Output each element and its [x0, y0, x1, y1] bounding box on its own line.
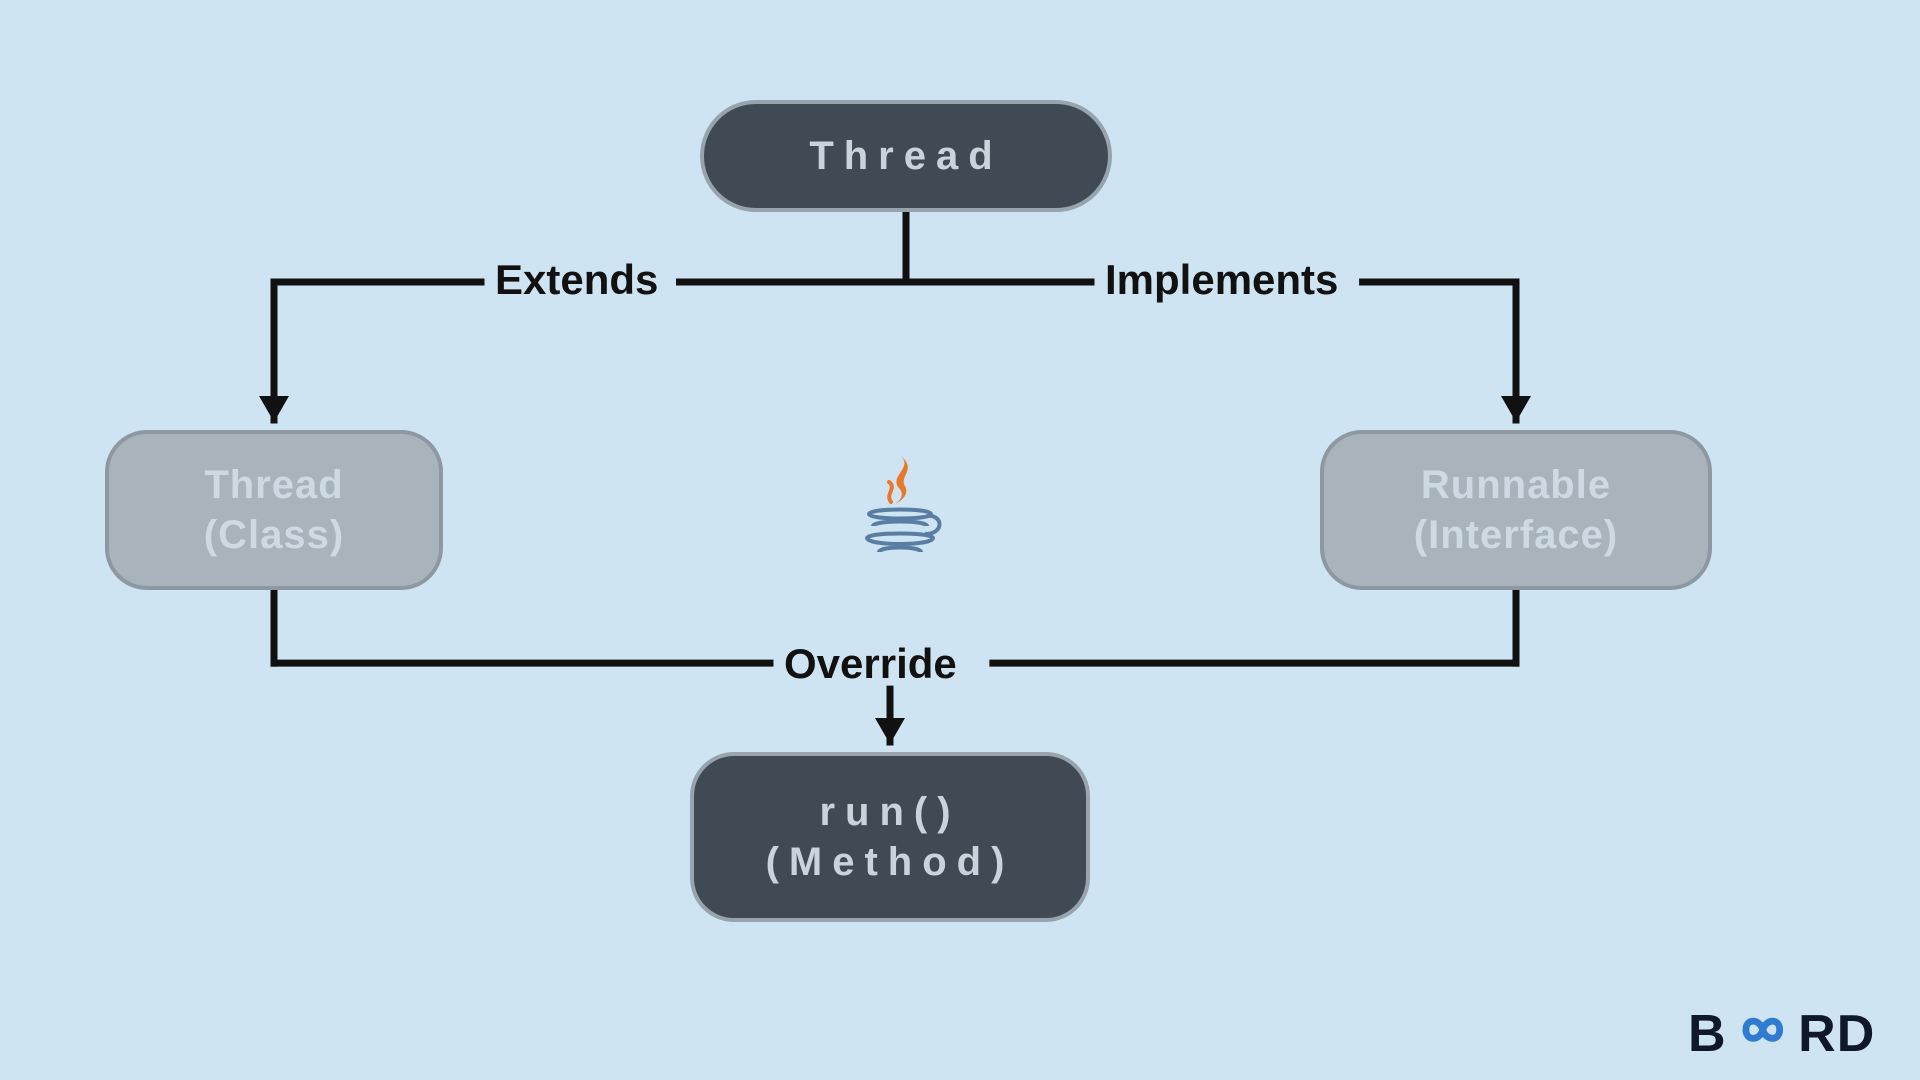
edge-label-override: Override	[784, 640, 957, 688]
node-runnable-interface: Runnable (Interface)	[1320, 430, 1712, 590]
node-thread: Thread	[700, 100, 1112, 212]
node-thread-label: Thread	[809, 131, 1002, 181]
infinity-icon	[1729, 1004, 1797, 1064]
node-runnable-title: Runnable	[1421, 460, 1611, 510]
brand-text-left: B	[1688, 1004, 1727, 1064]
node-run-method: run() (Method)	[690, 752, 1090, 922]
edge-label-implements: Implements	[1105, 256, 1338, 304]
brand-logo: B RD	[1688, 1004, 1875, 1064]
node-runnable-sub: (Interface)	[1414, 510, 1618, 560]
node-thread-class-title: Thread	[204, 460, 343, 510]
diagram-stage: Thread Thread (Class) Runnable (Interfac…	[0, 0, 1920, 1080]
diagram-canvas: Thread Thread (Class) Runnable (Interfac…	[0, 0, 1920, 1080]
node-run-title: run()	[819, 787, 960, 837]
brand-text-right: RD	[1798, 1004, 1875, 1064]
node-thread-class-sub: (Class)	[204, 510, 344, 560]
node-run-sub: (Method)	[766, 837, 1015, 887]
edge-label-extends: Extends	[495, 256, 658, 304]
java-logo-icon	[855, 452, 945, 562]
node-thread-class: Thread (Class)	[105, 430, 443, 590]
